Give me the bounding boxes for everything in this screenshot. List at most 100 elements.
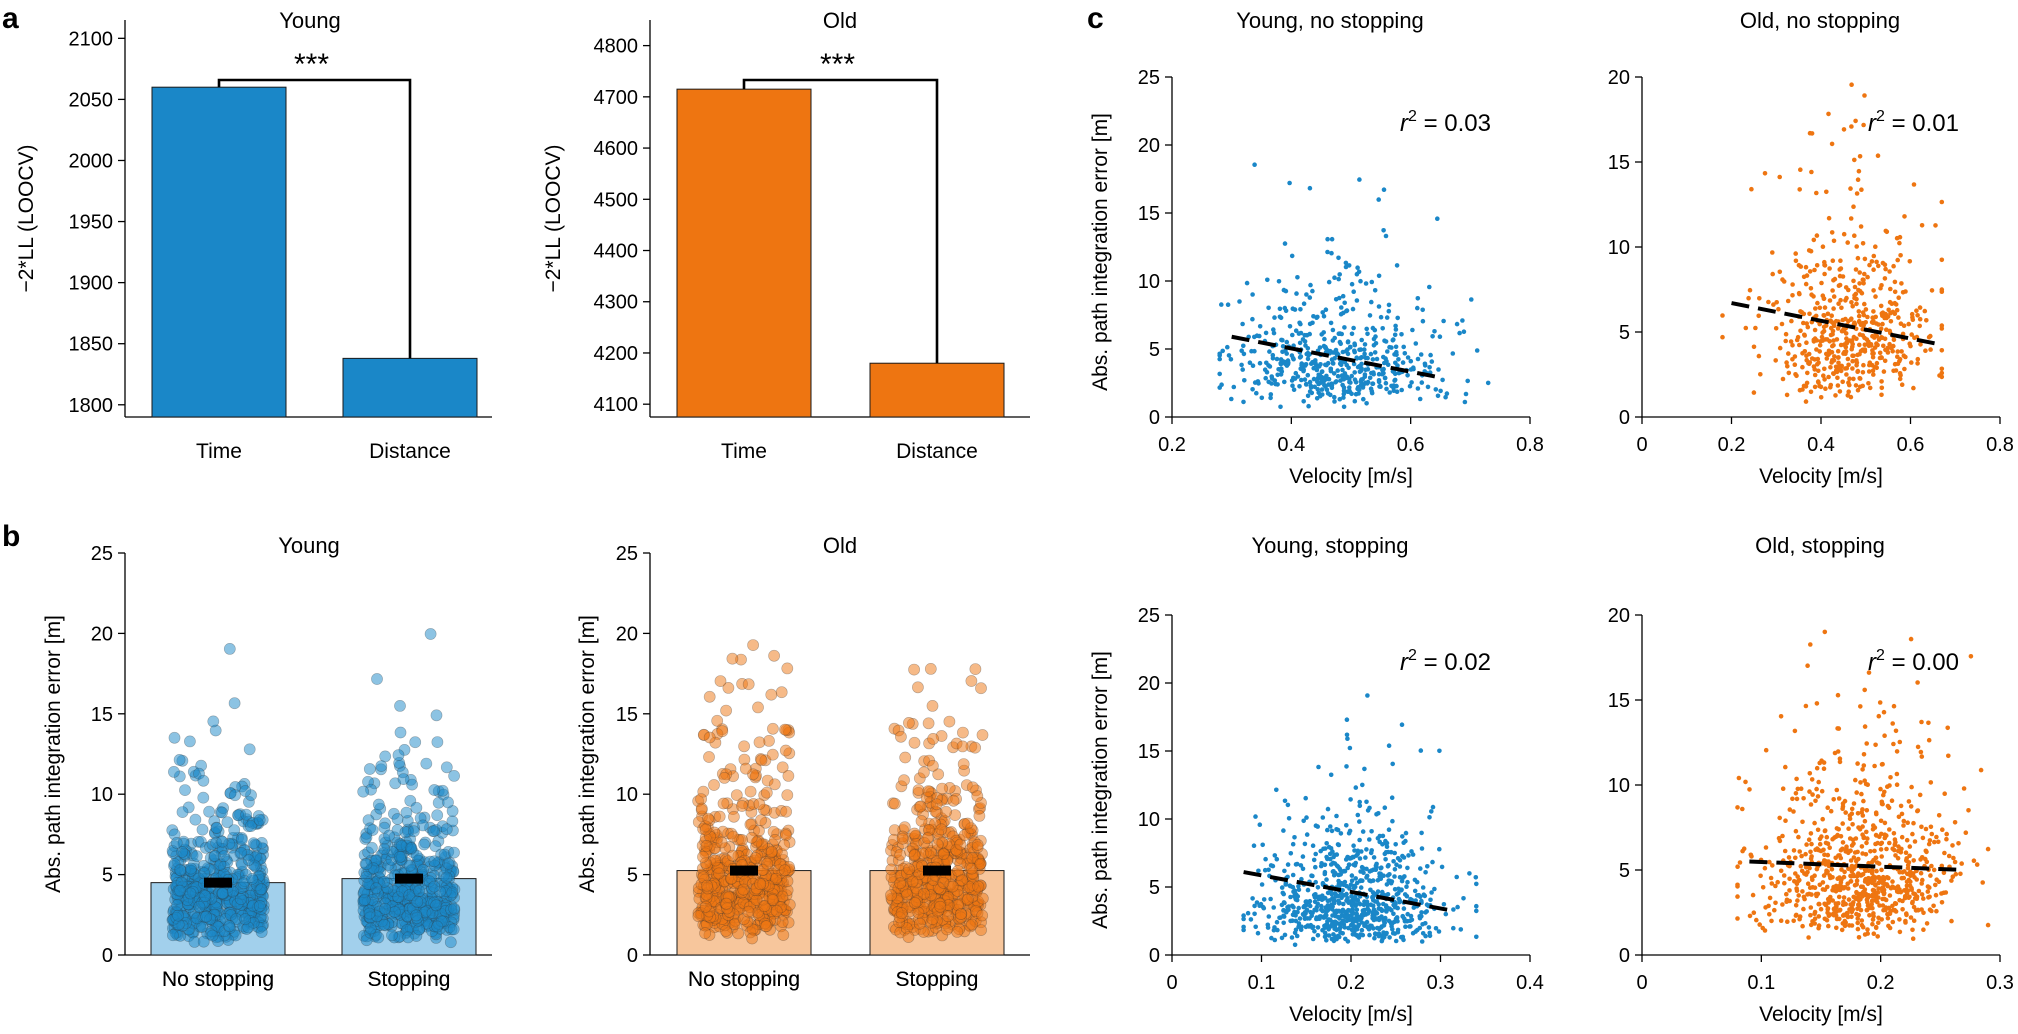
data-point [1838, 266, 1844, 271]
data-point [1370, 878, 1376, 883]
y-axis-label: Abs. path integration error [m] [576, 615, 599, 893]
data-point [1790, 357, 1795, 362]
data-point [1315, 387, 1320, 392]
data-point [1321, 846, 1326, 852]
data-point [1845, 240, 1850, 245]
data-point [937, 876, 950, 889]
data-point [1388, 880, 1394, 886]
data-point [1770, 271, 1775, 277]
data-point [1897, 739, 1903, 745]
data-point [1831, 238, 1837, 244]
data-point [1400, 914, 1406, 919]
data-point [1871, 253, 1877, 259]
data-point [1910, 936, 1916, 941]
data-point [1355, 812, 1361, 818]
data-point [761, 857, 774, 870]
data-point [1928, 873, 1933, 878]
y-tick-label: 5 [1149, 339, 1160, 361]
data-point [1315, 925, 1321, 930]
data-point [1257, 360, 1263, 366]
data-point [1950, 843, 1955, 848]
data-point [1848, 394, 1854, 400]
data-point [1859, 290, 1865, 296]
data-point [448, 902, 461, 915]
data-point [742, 905, 755, 918]
data-point [1824, 351, 1829, 357]
data-point [1873, 810, 1879, 815]
data-point [363, 907, 376, 920]
data-point [722, 682, 735, 694]
data-point [1290, 841, 1296, 847]
data-point [896, 832, 909, 845]
data-point [1329, 828, 1335, 834]
data-point [1848, 879, 1854, 884]
data-point [1884, 846, 1889, 852]
data-point [1357, 363, 1362, 369]
data-point [1437, 334, 1443, 340]
data-point [1749, 186, 1754, 192]
data-point [1240, 367, 1245, 372]
data-point [1237, 299, 1242, 304]
data-point [1870, 887, 1876, 893]
data-point [1902, 869, 1907, 874]
data-point [1817, 841, 1823, 847]
data-point [243, 743, 256, 756]
data-point [1422, 363, 1428, 368]
data-point [1261, 897, 1267, 902]
data-point [1797, 342, 1802, 348]
data-point [1808, 248, 1814, 254]
data-point [1242, 378, 1247, 383]
data-point [1389, 907, 1394, 913]
chart-a-old: Old41004200430044004500460047004800−2*LL… [542, 8, 1030, 463]
data-point [1362, 372, 1368, 377]
y-axis-label: −2*LL (LOOCV) [15, 144, 38, 292]
data-point [1268, 896, 1273, 902]
data-point [1928, 824, 1934, 830]
data-point [1853, 118, 1858, 124]
data-point [1358, 278, 1363, 284]
data-point [1870, 921, 1875, 927]
data-point [1837, 363, 1842, 369]
data-point [1794, 776, 1799, 782]
data-point [1936, 839, 1941, 845]
data-point [1321, 330, 1326, 335]
data-point [1862, 342, 1868, 348]
data-point [765, 845, 778, 858]
data-point [1803, 264, 1809, 270]
data-point [1319, 369, 1325, 374]
data-point [1787, 888, 1792, 893]
data-point [1887, 827, 1892, 832]
data-point [1865, 894, 1871, 899]
data-point [1382, 360, 1387, 366]
data-point [1822, 271, 1827, 277]
y-tick-label: 20 [1138, 135, 1160, 157]
data-point [739, 762, 752, 775]
data-point [1801, 796, 1806, 801]
data-point [1812, 820, 1817, 826]
data-point [1857, 342, 1862, 348]
data-point [1818, 906, 1824, 912]
data-point [1362, 342, 1368, 347]
data-point [1265, 925, 1271, 930]
data-point [1915, 680, 1920, 685]
x-tick-label: 0.2 [1718, 434, 1746, 456]
data-point [1897, 929, 1903, 935]
data-point [1332, 275, 1337, 281]
data-point [908, 736, 921, 749]
data-point [1391, 388, 1397, 394]
data-point [1918, 749, 1924, 755]
data-point [1895, 257, 1900, 263]
data-point [1892, 289, 1898, 295]
data-point [1763, 905, 1768, 910]
data-point [357, 785, 370, 798]
data-point [1320, 927, 1325, 933]
data-point [1253, 924, 1258, 930]
data-point [366, 824, 379, 836]
data-point [1803, 703, 1809, 709]
data-point [1743, 779, 1748, 785]
y-tick-label: 5 [627, 865, 638, 887]
data-point [1835, 375, 1840, 381]
data-point [1828, 385, 1833, 390]
